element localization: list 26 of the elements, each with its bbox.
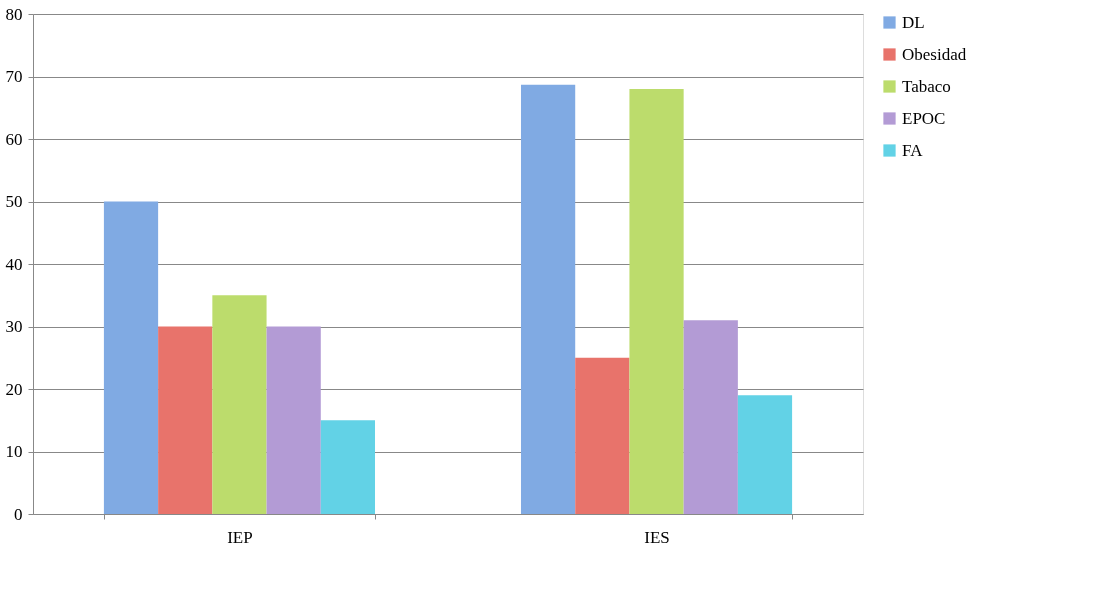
y-tick-label: 10 [5,442,23,461]
y-tick-label: 0 [14,504,23,524]
bar [320,420,376,514]
y-tick-label: 60 [5,129,23,149]
y-tick-label: 20 [5,379,23,399]
bar [575,357,630,514]
bar [520,84,576,514]
bar [737,395,793,514]
bar [629,89,684,514]
y-tick-label: 30 [5,317,23,336]
y-tick-label: 40 [5,254,23,274]
y-tick-label: 80 [5,4,23,24]
legend-label: Obesidad [902,44,967,64]
legend-label: Tabaco [902,76,951,96]
x-tick-label: IEP [227,527,253,547]
legend-label: DL [902,12,925,32]
bar [266,326,321,514]
bar [212,295,267,514]
bar [683,320,738,514]
legend-label: FA [902,140,924,160]
y-tick-label: 50 [5,192,23,211]
bar [103,201,159,514]
bar [158,326,213,514]
legend-label: EPOC [902,108,946,128]
y-tick-label: 70 [5,67,23,86]
x-tick-label: IES [644,527,670,547]
